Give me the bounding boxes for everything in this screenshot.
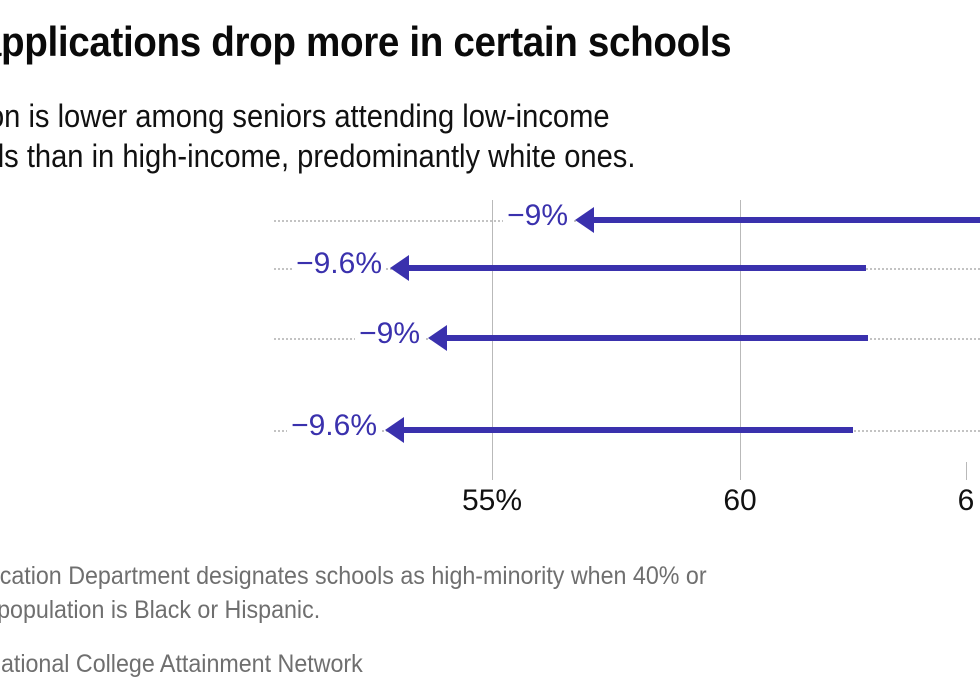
category-label: -income [0, 247, 268, 285]
change-arrow-shaft [404, 265, 866, 271]
category-label: share of Black andnic students [0, 382, 268, 459]
x-axis-label: 55% [461, 484, 523, 517]
change-value-label: −9% [355, 317, 424, 351]
category-label-line-2: nic students [0, 328, 268, 366]
x-axis-tick [740, 462, 741, 480]
category-label: r-income [0, 199, 268, 237]
page-title: SA applications drop more in certain sch… [0, 18, 732, 65]
change-arrow-shaft [589, 217, 980, 223]
subtitle-line-1: cipation is lower among seniors attendin… [0, 98, 610, 134]
category-label-line-1: hare of Black and [0, 290, 268, 328]
change-arrow-shaft [399, 427, 853, 433]
footnote-source: urce: National College Attainment Networ… [0, 649, 363, 678]
footnote-line-2: tudent population is Black or Hispanic. [0, 595, 321, 624]
category-label-line-2: nic students [0, 420, 268, 458]
change-arrow-head [390, 255, 409, 281]
category-label-line-1: share of Black and [0, 382, 268, 420]
chart-subtitle: cipation is lower among seniors attendin… [0, 96, 912, 177]
change-value-label: −9.6% [292, 247, 386, 281]
change-value-label: −9% [503, 199, 572, 233]
footnote-note: he Education Department designates schoo… [0, 560, 921, 628]
change-arrow-shaft [442, 335, 868, 341]
category-label-line-1: -income [0, 247, 268, 285]
x-axis-label: 60 [723, 484, 757, 517]
x-axis-label: 6 [957, 484, 975, 517]
change-arrow-head [385, 417, 404, 443]
category-label-line-1: r-income [0, 199, 268, 237]
change-arrow-head [575, 207, 594, 233]
chart-plot-area: r-income −9% -income −9.6% hare of Black and… [0, 190, 980, 490]
change-arrow-head [428, 325, 447, 351]
chart-footnotes: he Education Department designates schoo… [0, 560, 980, 681]
x-axis-tick [966, 462, 967, 480]
category-label: hare of Black andnic students [0, 290, 268, 367]
subtitle-line-2: schools than in high-income, predominant… [0, 138, 636, 175]
change-value-label: −9.6% [287, 409, 381, 443]
footnote-line-1: he Education Department designates schoo… [0, 562, 707, 590]
x-axis-tick [492, 462, 493, 480]
